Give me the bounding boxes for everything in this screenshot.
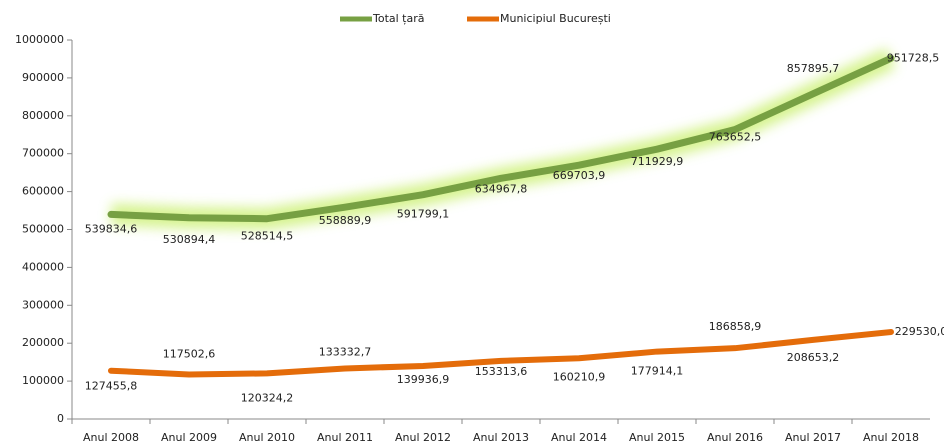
data-label: 186858,9 <box>709 320 762 333</box>
data-label: 763652,5 <box>709 131 762 144</box>
data-label: 117502,6 <box>163 347 216 360</box>
data-label: 591799,1 <box>397 208 450 221</box>
x-tick-label: Anul 2017 <box>785 431 841 444</box>
y-tick-label: 400000 <box>22 260 64 273</box>
data-label: 229530,0 <box>895 325 944 338</box>
data-label: 208653,2 <box>787 351 840 364</box>
data-label: 133332,7 <box>319 345 372 358</box>
data-label: 539834,6 <box>85 222 138 235</box>
x-tick-label: Anul 2018 <box>863 431 919 444</box>
y-tick-label: 100000 <box>22 374 64 387</box>
x-tick-label: Anul 2013 <box>473 431 529 444</box>
x-tick-label: Anul 2009 <box>161 431 217 444</box>
legend-label: Municipiul București <box>500 12 611 25</box>
x-tick-label: Anul 2014 <box>551 431 607 444</box>
legend-label: Total țară <box>372 12 425 25</box>
data-label: 669703,9 <box>553 169 606 182</box>
data-label: 127455,8 <box>85 380 138 393</box>
y-tick-label: 0 <box>57 412 64 425</box>
data-label: 951728,5 <box>887 51 940 64</box>
y-tick-label: 200000 <box>22 336 64 349</box>
data-label: 528514,5 <box>241 230 294 243</box>
y-tick-label: 900000 <box>22 71 64 84</box>
y-tick-label: 300000 <box>22 298 64 311</box>
data-label: 634967,8 <box>475 182 528 195</box>
y-tick-label: 700000 <box>22 147 64 160</box>
data-label: 139936,9 <box>397 373 450 386</box>
data-label: 120324,2 <box>241 391 294 404</box>
x-tick-label: Anul 2010 <box>239 431 295 444</box>
data-label: 177914,1 <box>631 365 684 378</box>
data-label: 711929,9 <box>631 155 684 168</box>
x-tick-label: Anul 2015 <box>629 431 685 444</box>
data-label: 857895,7 <box>787 62 840 75</box>
y-tick-label: 800000 <box>22 109 64 122</box>
data-label: 160210,9 <box>553 370 606 383</box>
x-tick-label: Anul 2008 <box>83 431 139 444</box>
x-tick-label: Anul 2011 <box>317 431 373 444</box>
x-tick-label: Anul 2016 <box>707 431 763 444</box>
y-tick-label: 600000 <box>22 185 64 198</box>
data-label: 558889,9 <box>319 214 372 227</box>
x-tick-label: Anul 2012 <box>395 431 451 444</box>
data-label: 530894,4 <box>163 233 216 246</box>
y-tick-label: 1000000 <box>15 33 64 46</box>
line <box>108 329 894 378</box>
y-tick-label: 500000 <box>22 223 64 236</box>
data-label: 153313,6 <box>475 365 528 378</box>
line <box>107 54 895 223</box>
